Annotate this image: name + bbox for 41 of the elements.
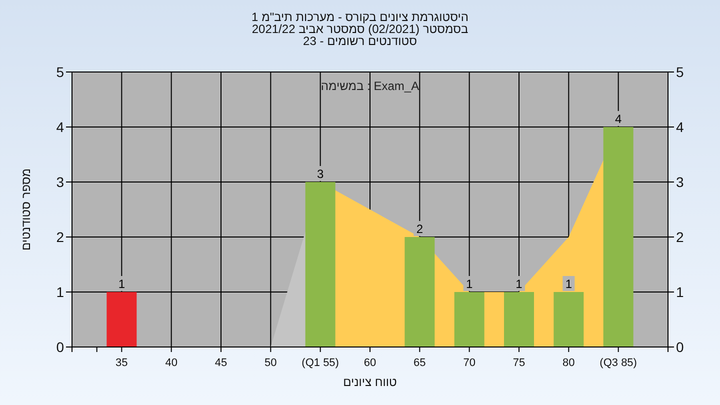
data-label: 1 xyxy=(118,277,126,291)
x-tick-label: 60 xyxy=(364,357,376,369)
data-label: 2 xyxy=(416,222,424,236)
x-tick-label: 70 xyxy=(463,357,476,369)
bar xyxy=(106,292,137,347)
x-tick-label: 80 xyxy=(562,357,575,369)
y-tick-label: 5 xyxy=(56,64,64,80)
y2-tick-label: 2 xyxy=(676,229,684,245)
bar xyxy=(603,127,634,347)
y2-tick-label: 1 xyxy=(676,284,684,300)
data-label: 1 xyxy=(516,277,523,291)
x-tick-label: (Q3 85) xyxy=(600,357,637,369)
y2-tick-label: 5 xyxy=(676,64,684,80)
bar xyxy=(504,292,534,347)
y-tick-label: 2 xyxy=(56,229,64,245)
bar xyxy=(404,237,435,347)
y-axis-title: מספר סטודנטים xyxy=(19,168,33,251)
data-label: 1 xyxy=(466,277,473,291)
data-label: 1 xyxy=(565,277,572,291)
chart-title: היסטוגרמת ציונים בקורס - מערכות תיב"מ 1 xyxy=(252,10,468,24)
y-tick-label: 4 xyxy=(56,119,64,135)
data-label: 4 xyxy=(614,112,622,126)
x-tick-label: 45 xyxy=(214,357,228,369)
y2-tick-label: 4 xyxy=(676,119,684,135)
x-tick-label: 50 xyxy=(264,357,277,369)
x-tick-label: 35 xyxy=(116,357,128,369)
y-tick-label: 3 xyxy=(56,174,64,190)
x-tick-label: 40 xyxy=(165,357,178,369)
data-label: 3 xyxy=(316,167,324,181)
bar xyxy=(454,292,484,347)
x-tick-label: 75 xyxy=(512,357,526,369)
y2-tick-label: 0 xyxy=(676,339,684,355)
y-tick-label: 0 xyxy=(56,339,64,355)
x-tick-label: (Q1 55) xyxy=(302,357,339,369)
x-tick-label: 65 xyxy=(414,357,426,369)
chart-subtitle: בסמסטר (02/2021) סמסטר אביב 2021/22 סטודנטים רשומים - 23 xyxy=(252,22,468,48)
y-tick-label: 1 xyxy=(56,284,64,300)
y2-tick-label: 3 xyxy=(676,174,684,190)
bar xyxy=(554,292,584,347)
annotation: במשימה : Exam_A xyxy=(320,79,420,93)
x-axis-title: טווח ציונים xyxy=(343,375,398,389)
